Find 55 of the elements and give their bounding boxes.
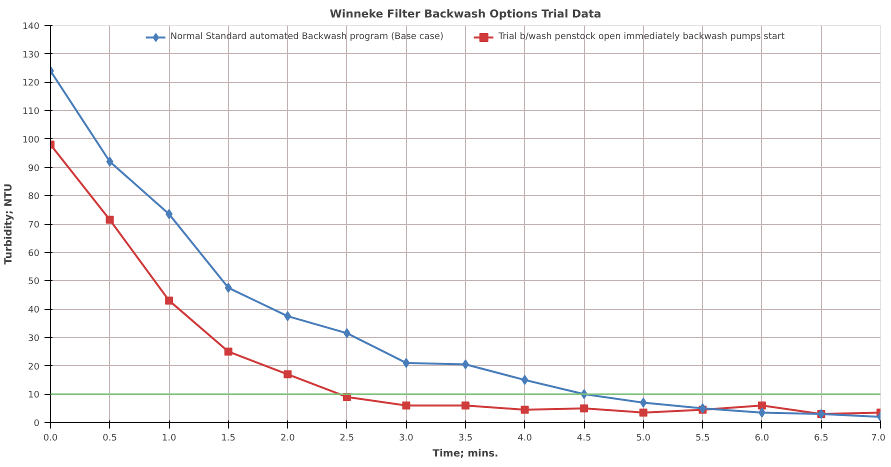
x-tick-label: 5.5 (695, 434, 710, 444)
x-tick-label: 2.5 (340, 434, 354, 444)
y-tick-label: 120 (22, 78, 40, 89)
point (106, 156, 114, 167)
x-tick-label: 4.0 (518, 434, 532, 444)
y-tick-label: 70 (28, 220, 40, 230)
point (166, 209, 173, 220)
legend-label: Normal Standard automated Backwash program (Base case) (170, 32, 444, 42)
x-tick-label: 5.0 (636, 434, 651, 444)
point (580, 404, 588, 412)
point (462, 401, 470, 410)
x-tick-label: 6.5 (814, 434, 828, 444)
x-axis-title: Time; mins. (432, 448, 498, 460)
point (284, 311, 292, 322)
y-axis-title: Turbidity; NTU (3, 183, 14, 265)
x-tick-label: 2.0 (280, 434, 296, 444)
y-tick-label: 60 (28, 248, 40, 259)
point (699, 403, 706, 414)
point (402, 358, 410, 368)
y-tick-label: 10 (28, 390, 40, 401)
point (284, 370, 292, 378)
x-tick-label: 4.5 (576, 434, 592, 444)
point (106, 216, 114, 224)
point (639, 408, 648, 417)
y-tick-label: 100 (22, 135, 40, 146)
point (224, 282, 232, 293)
y-tick-label: 0 (34, 419, 40, 429)
y-tick-label: 40 (28, 306, 40, 316)
y-tick-label: 110 (22, 107, 40, 118)
y-tick-label: 130 (22, 50, 40, 60)
x-tick-label: 0.5 (102, 434, 117, 444)
x-tick-label: 1.0 (162, 434, 176, 444)
y-tick-label: 50 (28, 277, 40, 288)
x-tick-label: 1.5 (221, 434, 236, 444)
point (343, 328, 350, 338)
y-tick-label: 80 (28, 192, 40, 202)
y-tick-label: 140 (22, 22, 40, 32)
x-tick-label: 0.0 (43, 434, 58, 444)
y-tick-label: 20 (28, 362, 40, 372)
point (758, 408, 766, 418)
y-tick-label: 90 (28, 164, 40, 174)
x-tick-label: 3.5 (458, 434, 473, 444)
x-tick-label: 3.0 (399, 434, 414, 444)
chart-title: Winneke Filter Backwash Options Trial Data (330, 8, 602, 20)
point (640, 398, 647, 408)
legend-label: Trial b/wash penstock open immediately backwash pumps start (498, 32, 785, 42)
point (521, 374, 528, 385)
point (402, 401, 410, 410)
point (224, 348, 232, 356)
x-tick-label: 6.0 (754, 434, 770, 444)
point (758, 401, 766, 410)
point (165, 296, 174, 305)
x-tick-label: 7.0 (871, 434, 886, 444)
y-tick-label: 30 (28, 334, 40, 344)
point (520, 406, 529, 414)
